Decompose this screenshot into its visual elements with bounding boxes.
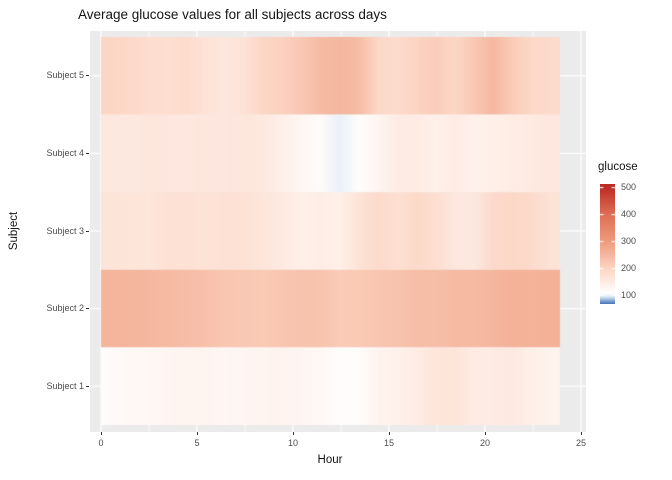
x-tick-label: 15 — [383, 438, 395, 448]
x-tick-label: 25 — [575, 438, 587, 448]
y-tick-label: Subject 2 — [46, 303, 84, 314]
y-tick-mark — [86, 152, 89, 154]
x-tick-label: 20 — [479, 438, 491, 448]
x-tick-mark — [292, 432, 294, 435]
legend-tick-label: 400 — [621, 208, 637, 219]
y-tick-mark — [86, 230, 89, 232]
x-tick-mark — [196, 432, 198, 435]
y-tick-mark — [86, 385, 89, 387]
y-tick-mark — [86, 75, 89, 77]
chart-title: Average glucose values for all subjects … — [78, 7, 387, 22]
x-tick-label: 5 — [194, 438, 200, 448]
x-tick-label: 10 — [287, 438, 299, 448]
y-tick-label: Subject 5 — [46, 70, 84, 81]
x-tick-mark — [100, 432, 102, 435]
legend-tick-label: 300 — [621, 235, 637, 246]
x-tick-label: 0 — [98, 438, 104, 448]
x-axis-title: Hour — [317, 454, 343, 466]
legend-title: glucose — [598, 161, 638, 173]
x-tick-mark — [388, 432, 390, 435]
y-tick-label: Subject 3 — [46, 225, 84, 236]
y-tick-mark — [86, 308, 89, 310]
x-tick-mark — [580, 432, 582, 435]
legend-gradient-bar — [600, 184, 615, 304]
x-tick-mark — [484, 432, 486, 435]
legend-tick-label: 100 — [621, 289, 637, 300]
legend-tick-label: 500 — [621, 181, 637, 192]
y-axis-title: Subject — [8, 211, 20, 251]
heatmap-panel-canvas — [90, 31, 586, 432]
y-tick-label: Subject 1 — [46, 380, 84, 391]
y-tick-label: Subject 4 — [46, 147, 84, 158]
legend-tick-label: 200 — [621, 262, 637, 273]
